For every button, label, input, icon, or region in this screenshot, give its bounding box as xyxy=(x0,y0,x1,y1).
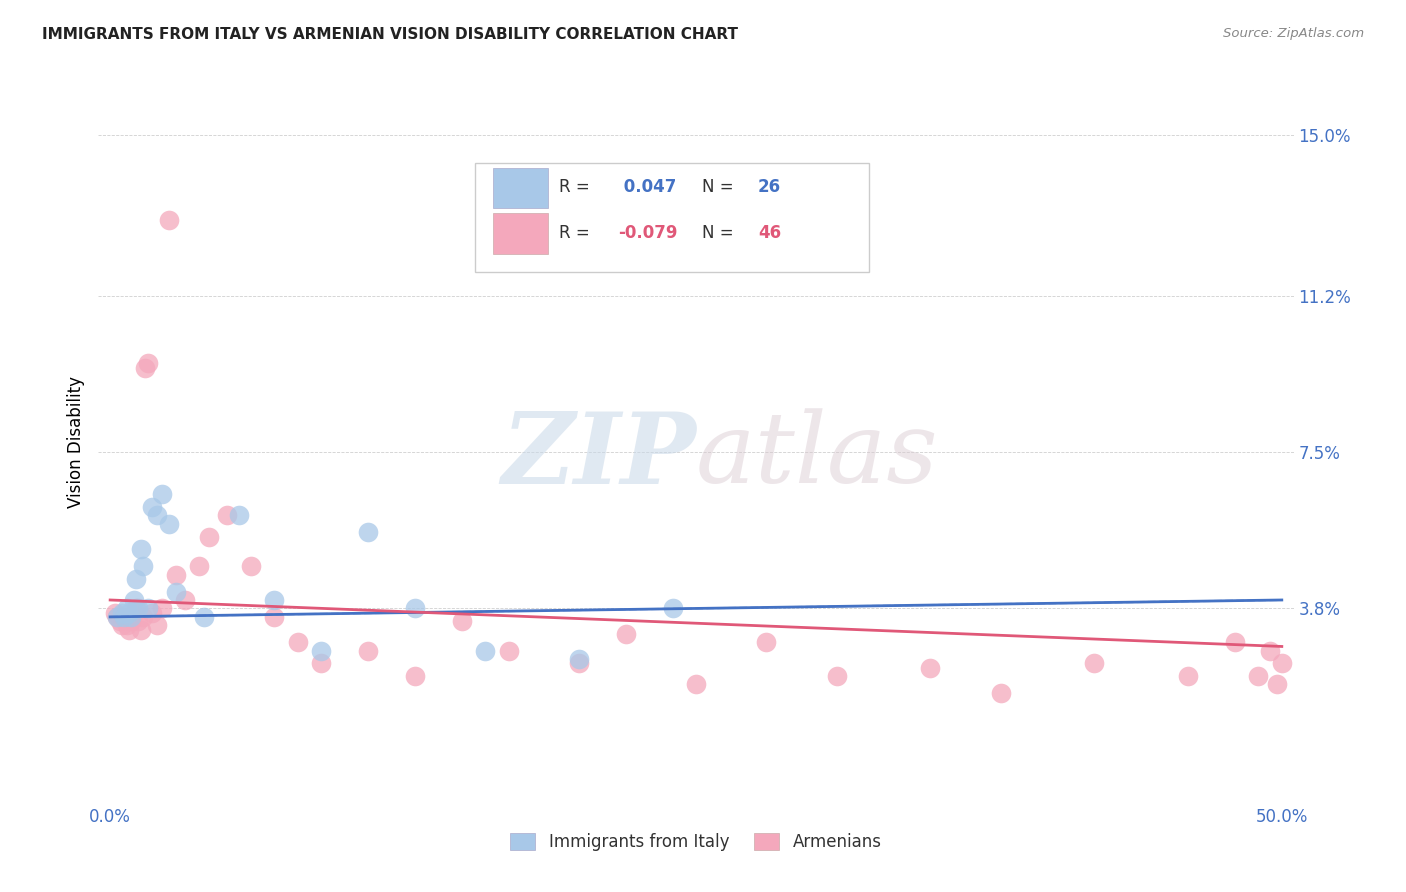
Point xyxy=(1083,657,1105,671)
Point xyxy=(105,610,128,624)
Point xyxy=(309,657,332,671)
Point xyxy=(136,356,159,370)
Point xyxy=(122,606,145,620)
Point xyxy=(134,360,156,375)
Point xyxy=(118,606,141,620)
FancyBboxPatch shape xyxy=(475,163,869,272)
Text: atlas: atlas xyxy=(696,409,939,504)
Legend: Immigrants from Italy, Armenians: Immigrants from Italy, Armenians xyxy=(502,825,890,860)
Point xyxy=(165,567,187,582)
Text: ZIP: ZIP xyxy=(501,408,696,504)
Point xyxy=(1265,677,1288,691)
Text: 0.047: 0.047 xyxy=(619,178,676,196)
Point xyxy=(309,643,332,657)
Point xyxy=(920,660,942,674)
Point xyxy=(357,643,380,657)
Text: R =: R = xyxy=(558,225,595,243)
Point xyxy=(111,618,134,632)
Point xyxy=(1223,635,1246,649)
Point xyxy=(150,601,173,615)
Point xyxy=(197,530,219,544)
Text: R =: R = xyxy=(558,178,595,196)
Point xyxy=(404,601,426,615)
Point xyxy=(685,677,707,691)
Point xyxy=(1271,657,1294,671)
Point xyxy=(136,601,159,615)
Point xyxy=(661,601,683,615)
Point xyxy=(118,623,141,637)
Text: N =: N = xyxy=(702,225,738,243)
Point xyxy=(122,593,145,607)
Point xyxy=(825,669,848,683)
Point xyxy=(450,614,472,628)
Point xyxy=(129,623,152,637)
Point xyxy=(112,610,135,624)
Point xyxy=(120,614,142,628)
Point xyxy=(112,610,135,624)
Point xyxy=(108,614,131,628)
Point xyxy=(127,614,149,628)
Point xyxy=(129,542,152,557)
Point xyxy=(474,643,496,657)
Text: 26: 26 xyxy=(758,178,782,196)
FancyBboxPatch shape xyxy=(494,213,548,253)
Point xyxy=(239,559,262,574)
Text: 46: 46 xyxy=(758,225,782,243)
Point xyxy=(132,610,155,624)
Point xyxy=(357,525,380,540)
Y-axis label: Vision Disability: Vision Disability xyxy=(66,376,84,508)
Point xyxy=(127,601,149,615)
Text: -0.079: -0.079 xyxy=(619,225,678,243)
Point xyxy=(1177,669,1199,683)
Point xyxy=(125,572,148,586)
Point xyxy=(150,487,173,501)
Point xyxy=(141,500,163,514)
Point xyxy=(132,559,155,574)
Point xyxy=(1258,643,1281,657)
Point xyxy=(404,669,426,683)
Point xyxy=(614,627,637,641)
Point xyxy=(115,601,138,615)
Point xyxy=(104,606,127,620)
Point xyxy=(111,606,134,620)
Point xyxy=(141,606,163,620)
Point xyxy=(568,652,591,666)
FancyBboxPatch shape xyxy=(494,168,548,208)
Point xyxy=(228,508,250,523)
Point xyxy=(120,610,142,624)
Point xyxy=(263,593,285,607)
Text: N =: N = xyxy=(702,178,738,196)
Point xyxy=(125,601,148,615)
Point xyxy=(1247,669,1270,683)
Point xyxy=(174,593,197,607)
Point xyxy=(105,610,128,624)
Point xyxy=(263,610,285,624)
Point xyxy=(755,635,778,649)
Point xyxy=(146,618,169,632)
Point xyxy=(157,212,180,227)
Point xyxy=(498,643,520,657)
Point xyxy=(990,686,1012,700)
Point xyxy=(146,508,169,523)
Point xyxy=(193,610,215,624)
Point xyxy=(165,584,187,599)
Point xyxy=(188,559,211,574)
Point xyxy=(287,635,309,649)
Point xyxy=(568,657,591,671)
Text: IMMIGRANTS FROM ITALY VS ARMENIAN VISION DISABILITY CORRELATION CHART: IMMIGRANTS FROM ITALY VS ARMENIAN VISION… xyxy=(42,27,738,42)
Text: Source: ZipAtlas.com: Source: ZipAtlas.com xyxy=(1223,27,1364,40)
Point xyxy=(115,618,138,632)
Point xyxy=(157,516,180,531)
Point xyxy=(217,508,239,523)
